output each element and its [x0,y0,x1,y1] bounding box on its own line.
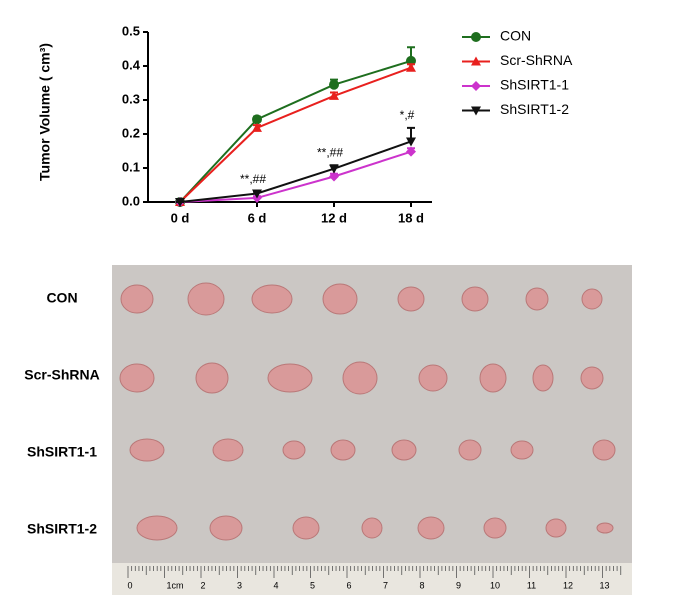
tumor [483,517,507,539]
tumor [251,284,293,314]
data-point [252,114,262,125]
y-tick-label: 0.4 [122,57,141,72]
data-point [252,189,262,199]
tumor [120,284,154,314]
tumor [418,364,448,392]
x-tick-label: 6 d [248,210,267,225]
ruler-label: 13 [599,580,609,590]
data-point [406,146,416,157]
tumor [510,440,534,460]
ruler-label: 8 [419,580,424,590]
data-point [406,137,416,147]
tumor [461,286,489,312]
tumor [581,288,603,310]
legend-label: Scr-ShRNA [500,52,573,68]
tumor [532,364,554,392]
tumor [525,287,549,311]
tumor [361,517,383,539]
tumor [417,516,445,540]
tumor [129,438,165,462]
ruler-label: 2 [200,580,205,590]
series-line [179,59,412,203]
tumor [212,438,244,462]
significance-label: **,## [240,172,266,186]
y-tick-label: 0.5 [122,23,140,38]
ruler-label: 9 [456,580,461,590]
legend-label: ShSIRT1-1 [500,77,569,93]
tumor [322,283,358,315]
tumor [119,363,155,393]
ruler-label: 7 [383,580,388,590]
tumor [479,363,507,393]
y-tick-label: 0.0 [122,193,140,208]
x-tick-label: 0 d [171,210,190,225]
ruler [112,563,632,595]
x-tick-label: 12 d [321,210,347,225]
legend-label: ShSIRT1-2 [500,101,569,117]
tumor [195,362,229,394]
tumor [292,516,320,540]
ruler-label: 12 [563,580,573,590]
ruler-label: 6 [346,580,351,590]
ruler-label: 11 [527,580,536,590]
tumor [397,286,425,312]
legend-marker [471,106,481,116]
data-point [329,164,339,174]
significance-label: **,## [317,145,343,159]
significance-label: *,# [400,108,415,122]
series-line [179,140,412,203]
data-point [329,79,339,90]
ruler-label: 1cm [167,580,184,590]
y-tick-label: 0.3 [122,91,140,106]
data-point [329,171,339,182]
row-label: Scr-ShRNA [24,367,99,383]
y-axis-label: Tumor Volume ( cm³) [37,43,53,181]
ruler-label: 10 [490,580,500,590]
series-line [179,150,412,203]
tumor [545,518,567,538]
tumor [136,515,178,541]
data-point [175,198,185,207]
y-tick-label: 0.2 [122,125,140,140]
row-label: CON [46,290,77,306]
ruler-label: 5 [310,580,315,590]
tumor-photo [112,265,632,595]
tumor [267,363,313,393]
tumor [342,361,378,395]
tumor [391,439,417,461]
x-tick-label: 18 d [398,210,424,225]
series-line [179,66,412,203]
tumor [592,439,616,461]
row-label: ShSIRT1-2 [27,521,97,537]
data-point [252,122,262,132]
tumor [209,515,243,541]
tumor [282,440,306,460]
ruler-label: 3 [237,580,242,590]
y-tick-label: 0.1 [122,159,140,174]
row-label: ShSIRT1-1 [27,444,97,460]
data-point [406,62,416,72]
tumor [458,439,482,461]
legend-label: CON [500,28,531,44]
legend-marker [471,56,481,66]
ruler-label: 4 [273,580,278,590]
data-point [329,90,339,100]
tumor [580,366,604,390]
tumor [330,439,356,461]
legend-marker [471,81,481,91]
tumor [187,282,225,316]
ruler-label: 0 [127,580,132,590]
tumor [596,522,614,534]
legend-marker [471,32,481,42]
